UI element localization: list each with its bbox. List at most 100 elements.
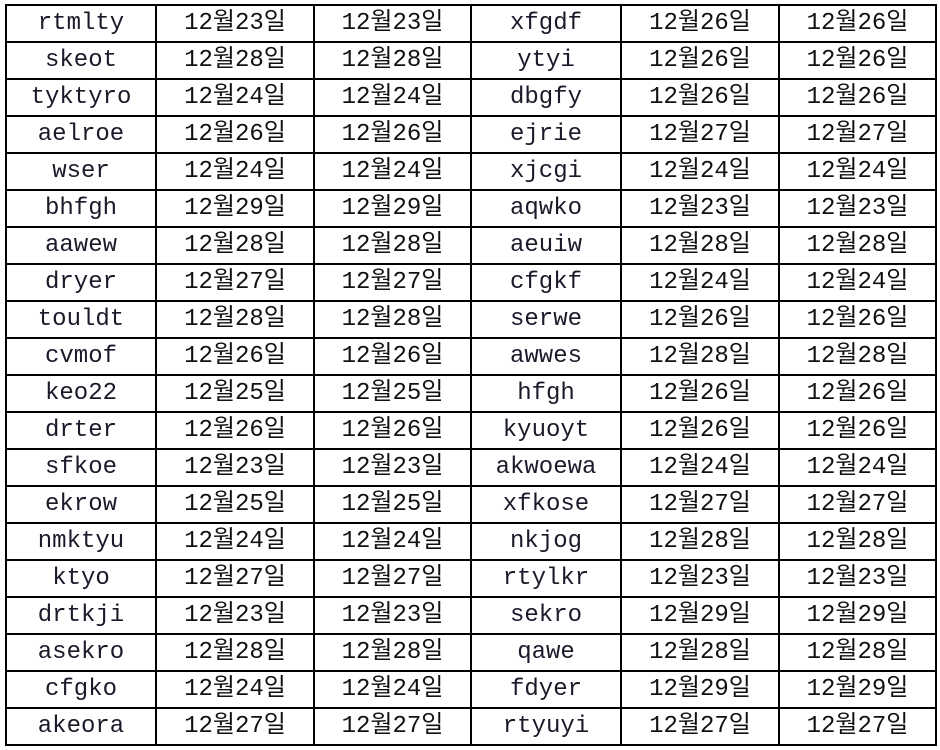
cell-date-a2[interactable]: 12월27일 [313,707,472,746]
cell-date-b2[interactable]: 12월26일 [778,411,937,450]
cell-name-b[interactable]: ytyi [470,41,622,80]
cell-date-b2[interactable]: 12월24일 [778,448,937,487]
cell-date-b2[interactable]: 12월29일 [778,596,937,635]
cell-date-a1[interactable]: 12월24일 [155,522,315,561]
cell-name-b[interactable]: cfgkf [470,263,622,302]
cell-name-b[interactable]: serwe [470,300,622,339]
cell-date-b1[interactable]: 12월26일 [620,78,780,117]
cell-date-a1[interactable]: 12월27일 [155,707,315,746]
cell-date-a2[interactable]: 12월24일 [313,670,472,709]
cell-date-b2[interactable]: 12월29일 [778,670,937,709]
cell-name-b[interactable]: rtyuyi [470,707,622,746]
cell-date-a2[interactable]: 12월28일 [313,633,472,672]
cell-date-b2[interactable]: 12월23일 [778,559,937,598]
cell-date-b2[interactable]: 12월23일 [778,189,937,228]
cell-date-a1[interactable]: 12월27일 [155,263,315,302]
cell-date-b2[interactable]: 12월24일 [778,263,937,302]
cell-date-a1[interactable]: 12월24일 [155,670,315,709]
cell-date-b1[interactable]: 12월24일 [620,152,780,191]
cell-date-b2[interactable]: 12월26일 [778,78,937,117]
cell-name-a[interactable]: drter [5,411,157,450]
cell-date-b2[interactable]: 12월28일 [778,226,937,265]
cell-date-a1[interactable]: 12월28일 [155,633,315,672]
cell-date-a1[interactable]: 12월26일 [155,411,315,450]
cell-date-b1[interactable]: 12월27일 [620,485,780,524]
cell-name-a[interactable]: touldt [5,300,157,339]
cell-date-a2[interactable]: 12월24일 [313,78,472,117]
cell-name-a[interactable]: aelroe [5,115,157,154]
cell-date-b1[interactable]: 12월29일 [620,670,780,709]
cell-date-a1[interactable]: 12월23일 [155,4,315,43]
cell-name-a[interactable]: ekrow [5,485,157,524]
cell-date-a2[interactable]: 12월25일 [313,374,472,413]
cell-name-a[interactable]: bhfgh [5,189,157,228]
cell-date-b2[interactable]: 12월28일 [778,633,937,672]
cell-name-a[interactable]: dryer [5,263,157,302]
cell-name-a[interactable]: ktyo [5,559,157,598]
cell-date-b1[interactable]: 12월26일 [620,411,780,450]
cell-name-a[interactable]: tyktyro [5,78,157,117]
cell-date-b1[interactable]: 12월23일 [620,559,780,598]
cell-date-a1[interactable]: 12월26일 [155,115,315,154]
cell-date-b2[interactable]: 12월28일 [778,337,937,376]
cell-name-b[interactable]: sekro [470,596,622,635]
cell-date-a1[interactable]: 12월24일 [155,78,315,117]
cell-date-a1[interactable]: 12월25일 [155,485,315,524]
cell-name-b[interactable]: hfgh [470,374,622,413]
cell-date-b1[interactable]: 12월26일 [620,300,780,339]
cell-date-a1[interactable]: 12월28일 [155,226,315,265]
cell-name-b[interactable]: aeuiw [470,226,622,265]
cell-name-b[interactable]: dbgfy [470,78,622,117]
cell-date-b2[interactable]: 12월27일 [778,707,937,746]
cell-date-b2[interactable]: 12월26일 [778,41,937,80]
cell-name-b[interactable]: xjcgi [470,152,622,191]
cell-date-b2[interactable]: 12월26일 [778,374,937,413]
cell-date-a1[interactable]: 12월25일 [155,374,315,413]
cell-date-b1[interactable]: 12월29일 [620,596,780,635]
cell-name-b[interactable]: rtylkr [470,559,622,598]
cell-date-b2[interactable]: 12월26일 [778,300,937,339]
cell-date-a1[interactable]: 12월23일 [155,448,315,487]
cell-date-b1[interactable]: 12월26일 [620,374,780,413]
cell-date-b1[interactable]: 12월26일 [620,41,780,80]
cell-name-b[interactable]: fdyer [470,670,622,709]
cell-name-b[interactable]: akwoewa [470,448,622,487]
cell-date-a2[interactable]: 12월24일 [313,152,472,191]
cell-name-a[interactable]: akeora [5,707,157,746]
cell-date-b1[interactable]: 12월28일 [620,226,780,265]
cell-date-a2[interactable]: 12월28일 [313,300,472,339]
cell-date-b1[interactable]: 12월27일 [620,707,780,746]
cell-name-a[interactable]: asekro [5,633,157,672]
cell-date-b1[interactable]: 12월28일 [620,337,780,376]
cell-date-a1[interactable]: 12월28일 [155,41,315,80]
cell-name-a[interactable]: drtkji [5,596,157,635]
cell-name-b[interactable]: ejrie [470,115,622,154]
cell-date-b2[interactable]: 12월26일 [778,4,937,43]
cell-name-b[interactable]: xfgdf [470,4,622,43]
cell-name-a[interactable]: cvmof [5,337,157,376]
cell-date-b2[interactable]: 12월28일 [778,522,937,561]
cell-date-a2[interactable]: 12월28일 [313,226,472,265]
cell-date-b2[interactable]: 12월27일 [778,485,937,524]
cell-name-a[interactable]: aawew [5,226,157,265]
cell-name-b[interactable]: qawe [470,633,622,672]
cell-name-a[interactable]: rtmlty [5,4,157,43]
cell-date-a1[interactable]: 12월28일 [155,300,315,339]
cell-date-a2[interactable]: 12월26일 [313,337,472,376]
cell-name-b[interactable]: nkjog [470,522,622,561]
cell-name-a[interactable]: keo22 [5,374,157,413]
cell-date-a2[interactable]: 12월26일 [313,411,472,450]
cell-date-a1[interactable]: 12월26일 [155,337,315,376]
cell-date-a2[interactable]: 12월26일 [313,115,472,154]
cell-date-b2[interactable]: 12월27일 [778,115,937,154]
cell-date-a2[interactable]: 12월27일 [313,263,472,302]
cell-name-b[interactable]: awwes [470,337,622,376]
cell-name-b[interactable]: kyuoyt [470,411,622,450]
cell-date-a1[interactable]: 12월23일 [155,596,315,635]
cell-name-b[interactable]: xfkose [470,485,622,524]
cell-date-a2[interactable]: 12월24일 [313,522,472,561]
cell-name-b[interactable]: aqwko [470,189,622,228]
cell-name-a[interactable]: skeot [5,41,157,80]
cell-date-b1[interactable]: 12월26일 [620,4,780,43]
cell-date-a2[interactable]: 12월23일 [313,596,472,635]
